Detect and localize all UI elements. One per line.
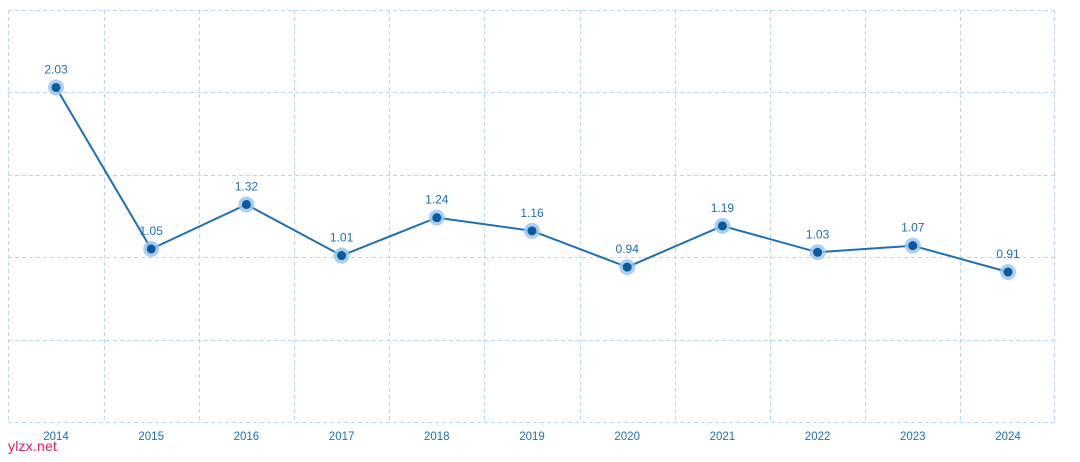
x-tick-label: 2024: [995, 431, 1021, 443]
data-labels: 2.03 1.05 1.32 1.01 1.24 1.16 0.94 1.19 1.03 1.07…: [44, 62, 1020, 261]
x-tick-label: 2021: [710, 431, 736, 443]
data-label: 2.03: [44, 62, 68, 76]
data-point[interactable]: [717, 221, 727, 231]
data-label: 1.24: [425, 193, 449, 207]
x-tick-label: 2023: [900, 431, 926, 443]
x-tick-label: 2017: [329, 431, 355, 443]
data-point[interactable]: [622, 262, 632, 272]
data-point[interactable]: [146, 244, 156, 254]
data-label: 1.01: [330, 231, 354, 245]
data-label: 1.05: [140, 224, 164, 238]
data-point[interactable]: [908, 241, 918, 251]
x-tick-label: 2015: [138, 431, 164, 443]
data-label: 0.94: [616, 242, 640, 256]
data-label: 1.07: [901, 221, 925, 235]
data-points: [48, 79, 1016, 281]
x-tick-label: 2020: [614, 431, 640, 443]
data-label: 1.03: [806, 227, 830, 241]
x-tick-label: 2014: [43, 431, 69, 443]
data-point[interactable]: [1003, 267, 1013, 277]
data-point[interactable]: [813, 247, 823, 257]
data-point[interactable]: [51, 82, 61, 92]
data-point[interactable]: [241, 199, 251, 209]
data-point[interactable]: [337, 251, 347, 261]
x-tick-label: 2018: [424, 431, 450, 443]
x-tick-label: 2022: [805, 431, 831, 443]
data-label: 1.19: [711, 201, 735, 215]
grid: [8, 10, 1055, 423]
data-label: 0.91: [996, 247, 1020, 261]
data-point[interactable]: [527, 226, 537, 236]
x-axis-ticks: 2014 2015 2016 2017 2018 2019 2020 2021 2022 2023…: [43, 431, 1021, 443]
watermark: ylzx.net: [8, 438, 58, 454]
data-label: 1.32: [235, 179, 259, 193]
data-label: 1.16: [520, 206, 544, 220]
x-tick-label: 2016: [234, 431, 260, 443]
data-point[interactable]: [432, 213, 442, 223]
x-tick-label: 2019: [519, 431, 545, 443]
